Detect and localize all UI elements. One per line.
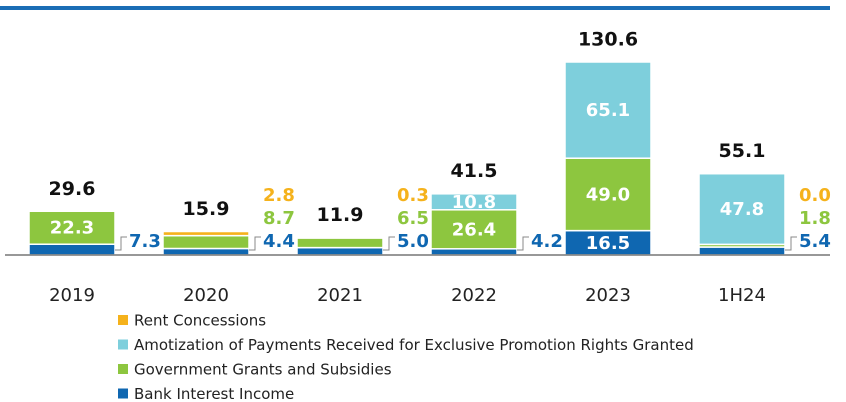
legend-swatch xyxy=(118,364,128,374)
bar-segment xyxy=(698,246,786,256)
value-label: 4.4 xyxy=(263,231,295,252)
legend-label: Amotization of Payments Received for Exc… xyxy=(134,336,694,354)
leader-line xyxy=(249,236,261,251)
value-label: 26.4 xyxy=(452,219,496,240)
total-label: 55.1 xyxy=(719,140,766,162)
legend-label: Rent Concessions xyxy=(134,312,266,330)
value-label: 1.8 xyxy=(799,208,831,229)
x-tick-label: 2022 xyxy=(451,285,497,306)
bar-segment xyxy=(296,246,384,256)
legend-swatch xyxy=(118,388,128,399)
legend-swatch xyxy=(118,315,128,325)
leader-line xyxy=(785,236,797,251)
x-tick-label: 2023 xyxy=(585,285,631,306)
bar-segment xyxy=(162,230,250,237)
bar-segment xyxy=(162,247,250,256)
total-label: 41.5 xyxy=(451,160,498,182)
value-label: 10.8 xyxy=(452,192,496,213)
value-label: 49.0 xyxy=(586,184,630,205)
leader-line xyxy=(517,236,529,251)
value-label: 5.4 xyxy=(799,231,831,252)
x-tick-label: 2021 xyxy=(317,285,363,306)
total-label: 11.9 xyxy=(317,204,364,226)
value-label: 0.0 xyxy=(799,185,831,206)
value-label: 6.5 xyxy=(397,208,429,229)
bar-segment xyxy=(430,193,518,211)
value-label: 0.3 xyxy=(397,185,429,206)
bar-segment xyxy=(296,237,384,249)
bar-segment xyxy=(430,209,518,250)
bar-segment xyxy=(698,172,786,246)
bar-segment xyxy=(28,210,116,245)
value-label: 4.2 xyxy=(531,231,563,252)
value-label: 8.7 xyxy=(263,208,295,229)
value-label: 5.0 xyxy=(397,231,429,252)
value-label: 65.1 xyxy=(586,100,630,121)
value-label: 16.5 xyxy=(586,233,630,254)
x-tick-label: 1H24 xyxy=(718,285,766,306)
legend-swatch xyxy=(118,339,128,350)
value-label: 2.8 xyxy=(263,185,295,206)
leader-line xyxy=(383,236,395,251)
value-label: 47.8 xyxy=(720,199,764,220)
bar-segment xyxy=(162,234,250,250)
bar-segment xyxy=(564,157,652,232)
x-tick-label: 2020 xyxy=(183,285,229,306)
bar-segment xyxy=(28,243,116,256)
total-label: 29.6 xyxy=(49,178,96,200)
bar-segment xyxy=(430,248,518,256)
legend-label: Government Grants and Subsidies xyxy=(134,361,392,379)
value-label: 22.3 xyxy=(50,218,94,239)
leader-line xyxy=(115,236,127,251)
x-tick-label: 2019 xyxy=(49,285,95,306)
total-label: 15.9 xyxy=(183,198,230,220)
bar-segment xyxy=(564,61,652,159)
legend-label: Bank Interest Income xyxy=(134,385,294,402)
value-label: 7.3 xyxy=(129,231,161,252)
total-label: 130.6 xyxy=(578,29,638,51)
